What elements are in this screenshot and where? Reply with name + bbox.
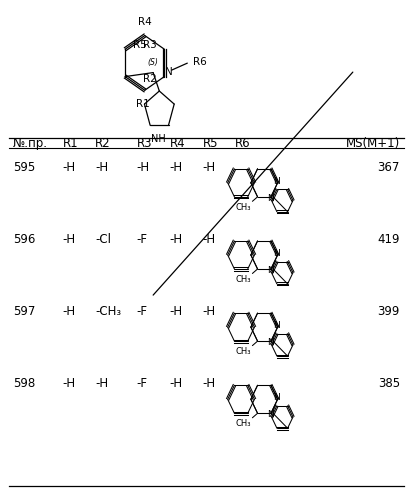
Text: CH₃: CH₃ bbox=[235, 203, 251, 212]
Text: 597: 597 bbox=[13, 305, 36, 318]
Text: R1: R1 bbox=[62, 137, 78, 150]
Text: -H: -H bbox=[169, 305, 183, 318]
Text: -H: -H bbox=[202, 305, 216, 318]
Text: N: N bbox=[273, 321, 280, 330]
Text: R1: R1 bbox=[136, 99, 150, 109]
Text: -H: -H bbox=[169, 233, 183, 246]
Text: -H: -H bbox=[95, 377, 109, 390]
Text: N: N bbox=[267, 338, 273, 347]
Text: R5: R5 bbox=[133, 40, 146, 50]
Text: MS(M+1): MS(M+1) bbox=[346, 137, 400, 150]
Text: -H: -H bbox=[62, 305, 76, 318]
Text: 367: 367 bbox=[377, 161, 400, 174]
Text: R2: R2 bbox=[95, 137, 111, 150]
Text: N: N bbox=[267, 266, 273, 275]
Text: N: N bbox=[267, 194, 273, 203]
Text: -H: -H bbox=[62, 233, 76, 246]
Text: N: N bbox=[273, 393, 280, 402]
Text: CH₃: CH₃ bbox=[235, 419, 251, 428]
Text: -H: -H bbox=[137, 161, 150, 174]
Text: (S): (S) bbox=[148, 57, 159, 67]
Text: 399: 399 bbox=[377, 305, 400, 318]
Text: N: N bbox=[165, 67, 173, 77]
Text: CH₃: CH₃ bbox=[235, 347, 251, 356]
Text: R6: R6 bbox=[235, 137, 251, 150]
Text: R6: R6 bbox=[192, 57, 206, 67]
Text: N: N bbox=[273, 249, 280, 258]
Text: -H: -H bbox=[202, 161, 216, 174]
Text: N: N bbox=[273, 177, 280, 186]
Text: -H: -H bbox=[202, 377, 216, 390]
Text: -Cl: -Cl bbox=[95, 233, 112, 246]
Text: R3: R3 bbox=[143, 40, 157, 50]
Text: 598: 598 bbox=[13, 377, 35, 390]
Text: R2: R2 bbox=[143, 74, 157, 84]
Text: NH: NH bbox=[151, 134, 166, 144]
Text: N: N bbox=[267, 410, 273, 419]
Text: -F: -F bbox=[137, 305, 147, 318]
Text: R4: R4 bbox=[169, 137, 185, 150]
Text: -CH₃: -CH₃ bbox=[95, 305, 121, 318]
Text: -H: -H bbox=[202, 233, 216, 246]
Text: R3: R3 bbox=[137, 137, 152, 150]
Text: -H: -H bbox=[169, 377, 183, 390]
Text: -H: -H bbox=[62, 161, 76, 174]
Text: -H: -H bbox=[95, 161, 109, 174]
Text: CH₃: CH₃ bbox=[235, 275, 251, 284]
Text: -F: -F bbox=[137, 377, 147, 390]
Text: №.пр.: №.пр. bbox=[13, 137, 48, 150]
Text: -F: -F bbox=[137, 233, 147, 246]
Text: 419: 419 bbox=[377, 233, 400, 246]
Text: R4: R4 bbox=[138, 16, 152, 26]
Text: 385: 385 bbox=[378, 377, 400, 390]
Text: R5: R5 bbox=[202, 137, 218, 150]
Text: 596: 596 bbox=[13, 233, 36, 246]
Text: -H: -H bbox=[62, 377, 76, 390]
Text: -H: -H bbox=[169, 161, 183, 174]
Text: 595: 595 bbox=[13, 161, 35, 174]
